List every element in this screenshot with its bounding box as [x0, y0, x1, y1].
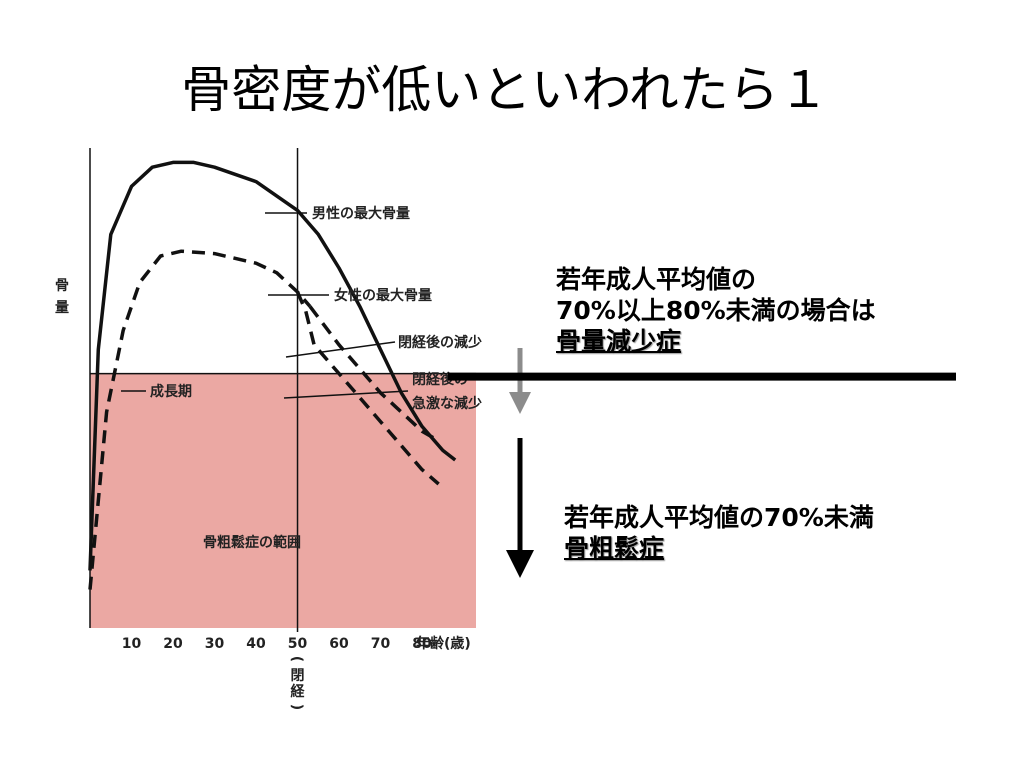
y-axis-label-char-1: 骨 — [55, 277, 69, 294]
menopause-label-char-4: ) — [289, 704, 305, 710]
osteopenia-note: 若年成人平均値の 70%以上80%未満の場合は 骨量減少症 — [556, 264, 876, 357]
black-arrow-head — [506, 550, 534, 578]
annotation-2: 男性の最大骨量 — [312, 205, 410, 222]
menopause-label-char-1: ( — [289, 656, 305, 662]
osteoporosis-term: 骨粗鬆症 — [564, 534, 665, 563]
annotation-1: 成長期 — [150, 383, 192, 400]
osteopenia-line1: 若年成人平均値の — [556, 265, 757, 294]
menopause-label: ( 閉経) — [289, 656, 306, 710]
leader-lines — [121, 212, 409, 399]
y-axis-label-char-2: 量 — [55, 300, 69, 316]
x-tick-70: 70 — [371, 636, 391, 652]
leader-line-4 — [285, 341, 396, 358]
x-axis-label: 年齢(歳) — [416, 635, 471, 652]
slide-title: 骨密度が低いといわれたら１ — [181, 61, 829, 119]
osteopenia-line2: 70%以上80%未満の場合は — [556, 296, 876, 325]
x-tick-60: 60 — [329, 636, 349, 652]
x-tick-20: 20 — [163, 636, 183, 652]
osteopenia-term: 骨量減少症 — [556, 327, 682, 356]
osteoporosis-line1: 若年成人平均値の70%未満 — [564, 503, 874, 532]
osteoporosis-zone — [90, 373, 476, 628]
grey-arrow-head — [509, 392, 531, 414]
osteoporosis-note: 若年成人平均値の70%未満 骨粗鬆症 — [564, 502, 874, 564]
annotation-4: 閉経後の減少 — [398, 334, 482, 351]
menopause-label-char-3: 経 — [291, 683, 306, 700]
annotation-6: 急激な減少 — [412, 395, 482, 412]
leader-line-5 — [283, 390, 409, 399]
x-tick-30: 30 — [205, 636, 225, 652]
x-tick-50: 50 — [288, 636, 308, 652]
x-tick-80: 80 — [412, 636, 432, 652]
series-line-1 — [88, 160, 457, 571]
x-axis-ticks: 10 20 30 40 50 60 70 80 — [122, 636, 432, 652]
x-tick-10: 10 — [122, 636, 142, 652]
threshold-arrows — [506, 348, 534, 578]
series-line-4 — [295, 291, 440, 486]
zone-label: 骨粗鬆症の範囲 — [203, 534, 301, 551]
series-line-2 — [88, 249, 312, 590]
x-tick-40: 40 — [246, 636, 266, 652]
y-axis-label: 骨量 — [55, 277, 69, 316]
menopause-label-char-2: 閉 — [291, 668, 305, 684]
annotation-3: 女性の最大骨量 — [334, 287, 432, 304]
